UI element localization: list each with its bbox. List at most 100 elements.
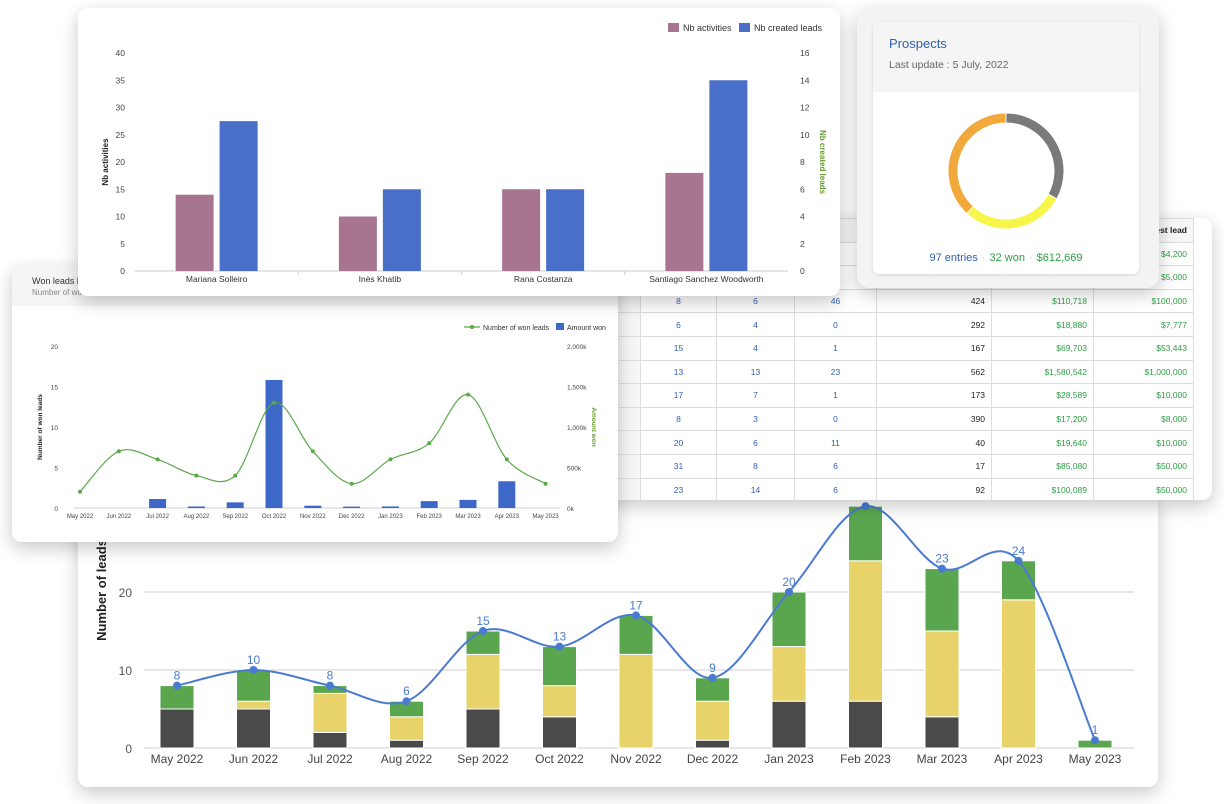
bar-amount-won: [343, 506, 361, 508]
y-left-tick-label: 15: [116, 184, 126, 194]
table-cell: 167: [876, 335, 992, 361]
table-cell: $28,589: [991, 383, 1094, 408]
table-cell: 4: [716, 312, 795, 337]
won-count: 32 won: [989, 252, 1025, 264]
table-cell: $19,640: [991, 430, 1094, 455]
y-left-tick-label: 5: [54, 466, 58, 473]
table-cell: $8,000: [1093, 406, 1194, 432]
table-cell: 4: [716, 335, 795, 361]
table-cell: 11: [794, 430, 877, 455]
won-leads-point: [194, 473, 199, 478]
table-cell: $100,089: [991, 477, 1094, 500]
won-leads-card: Won leads by Number of wo Number of won …: [12, 266, 618, 542]
y-tick-label: 20: [119, 586, 133, 600]
x-tick-label: Jan 2023: [764, 752, 814, 766]
y-tick-label: 0: [125, 742, 132, 756]
stacked-bar-segment: [924, 716, 960, 749]
table-cell: 173: [876, 383, 992, 408]
stacked-bar-segment: [159, 708, 195, 749]
bar-activities: [665, 172, 704, 271]
stacked-bar-segment: [848, 560, 883, 702]
table-cell: 40: [876, 430, 992, 455]
table-row: Aug 2022640292$18,880$7,777: [560, 312, 1194, 337]
y-right-tick-label: 16: [800, 48, 810, 58]
bar-created-leads: [709, 80, 748, 271]
y-right-tick-label: 10: [800, 130, 810, 140]
total-leads-point: [326, 681, 334, 690]
bar-amount-won: [304, 505, 322, 508]
stacked-bar-segment: [312, 692, 348, 733]
y-left-tick-label: 15: [51, 385, 59, 392]
x-tick-label: Mariana Solleiro: [186, 274, 248, 284]
y-left-tick-label: 5: [120, 239, 125, 249]
stacked-bar-segment: [312, 731, 348, 749]
x-tick-label: Jun 2022: [106, 514, 131, 520]
table-cell: $100,000: [1093, 288, 1194, 314]
stacked-bar-segment: [695, 700, 730, 741]
x-tick-label: Feb 2023: [417, 514, 443, 520]
stacked-bar-segment: [695, 739, 730, 749]
x-tick-label: Dec 2022: [687, 752, 739, 766]
y-left-tick-label: 20: [51, 344, 59, 351]
x-tick-label: Apr 2023: [495, 514, 520, 520]
stacked-bar-segment: [465, 653, 501, 710]
x-tick-label: Oct 2022: [535, 752, 584, 766]
table-cell: 8: [716, 453, 795, 479]
x-tick-label: Nov 2022: [300, 514, 326, 520]
stacked-bar-segment: [771, 700, 807, 749]
table-cell: $10,000: [1093, 383, 1194, 408]
y-right-tick-label: 2,000k: [567, 344, 587, 351]
stacked-bar-segment: [924, 630, 960, 718]
table-cell: $69,703: [991, 335, 1094, 361]
y-left-axis-label: Nb activities: [101, 138, 110, 186]
y-left-tick-label: 40: [116, 48, 126, 58]
stacked-bar-segment: [236, 669, 271, 702]
total-leads-line: [176, 505, 1096, 741]
y-left-tick-label: 35: [116, 75, 126, 85]
won-leads-point: [388, 457, 393, 462]
table-cell: 92: [876, 477, 992, 500]
table-row: Nov 20221771173$28,589$10,000: [560, 383, 1194, 408]
total-leads-point: [555, 642, 564, 651]
y-left-tick-label: 0: [120, 266, 125, 276]
table-row: Mar 20232314692$100,089$50,000: [560, 477, 1194, 500]
data-label: 15: [476, 614, 490, 628]
y-left-axis-label: Number of won leads: [37, 394, 44, 460]
y-right-tick-label: 6: [800, 184, 805, 194]
y-left-tick-label: 25: [116, 130, 126, 140]
x-tick-label: Oct 2022: [262, 514, 287, 520]
stacked-bar-segment: [389, 739, 424, 749]
bar-amount-won: [187, 506, 205, 508]
legend-label-amount-won: Amount won: [567, 325, 606, 332]
won-leads-point: [78, 489, 82, 494]
donut-slice: [1005, 112, 1065, 200]
y-right-tick-label: 500k: [567, 466, 582, 473]
total-leads-point: [173, 681, 181, 690]
x-tick-label: May 2022: [151, 752, 204, 766]
table-cell: 23: [794, 359, 877, 385]
bar-activities: [175, 194, 214, 271]
bar-created-leads: [219, 121, 258, 271]
table-cell: 23: [640, 477, 717, 500]
table-cell: 17: [876, 453, 992, 479]
table-cell: $1,000,000: [1093, 359, 1194, 385]
won-leads-point: [504, 457, 509, 462]
legend-label-created-leads: Nb created leads: [754, 23, 823, 33]
total-leads-point: [708, 673, 717, 682]
x-tick-label: Feb 2023: [840, 752, 891, 766]
y-right-tick-label: 1,000k: [567, 425, 587, 432]
leads-by-month-card: Number of leads 0 10 20 May 2022 Jun 2022 Jul …: [78, 495, 1158, 787]
prospects-card[interactable]: Prospects Last update : 5 July, 2022 97 …: [857, 8, 1159, 288]
data-label: 8: [174, 669, 181, 683]
total-leads-point: [785, 588, 793, 596]
x-tick-label: Aug 2022: [184, 514, 210, 520]
bar-created-leads: [546, 189, 585, 271]
data-label: 1: [1092, 723, 1099, 737]
legend-marker-won-leads: [470, 325, 474, 329]
prospects-title[interactable]: Prospects: [889, 36, 947, 51]
y-right-axis-label: Nb created leads: [818, 130, 827, 195]
table-cell: 562: [876, 359, 992, 385]
y-left-tick-label: 30: [116, 103, 126, 113]
x-tick-label: Jun 2022: [229, 752, 279, 766]
total-leads-point: [1091, 736, 1099, 745]
